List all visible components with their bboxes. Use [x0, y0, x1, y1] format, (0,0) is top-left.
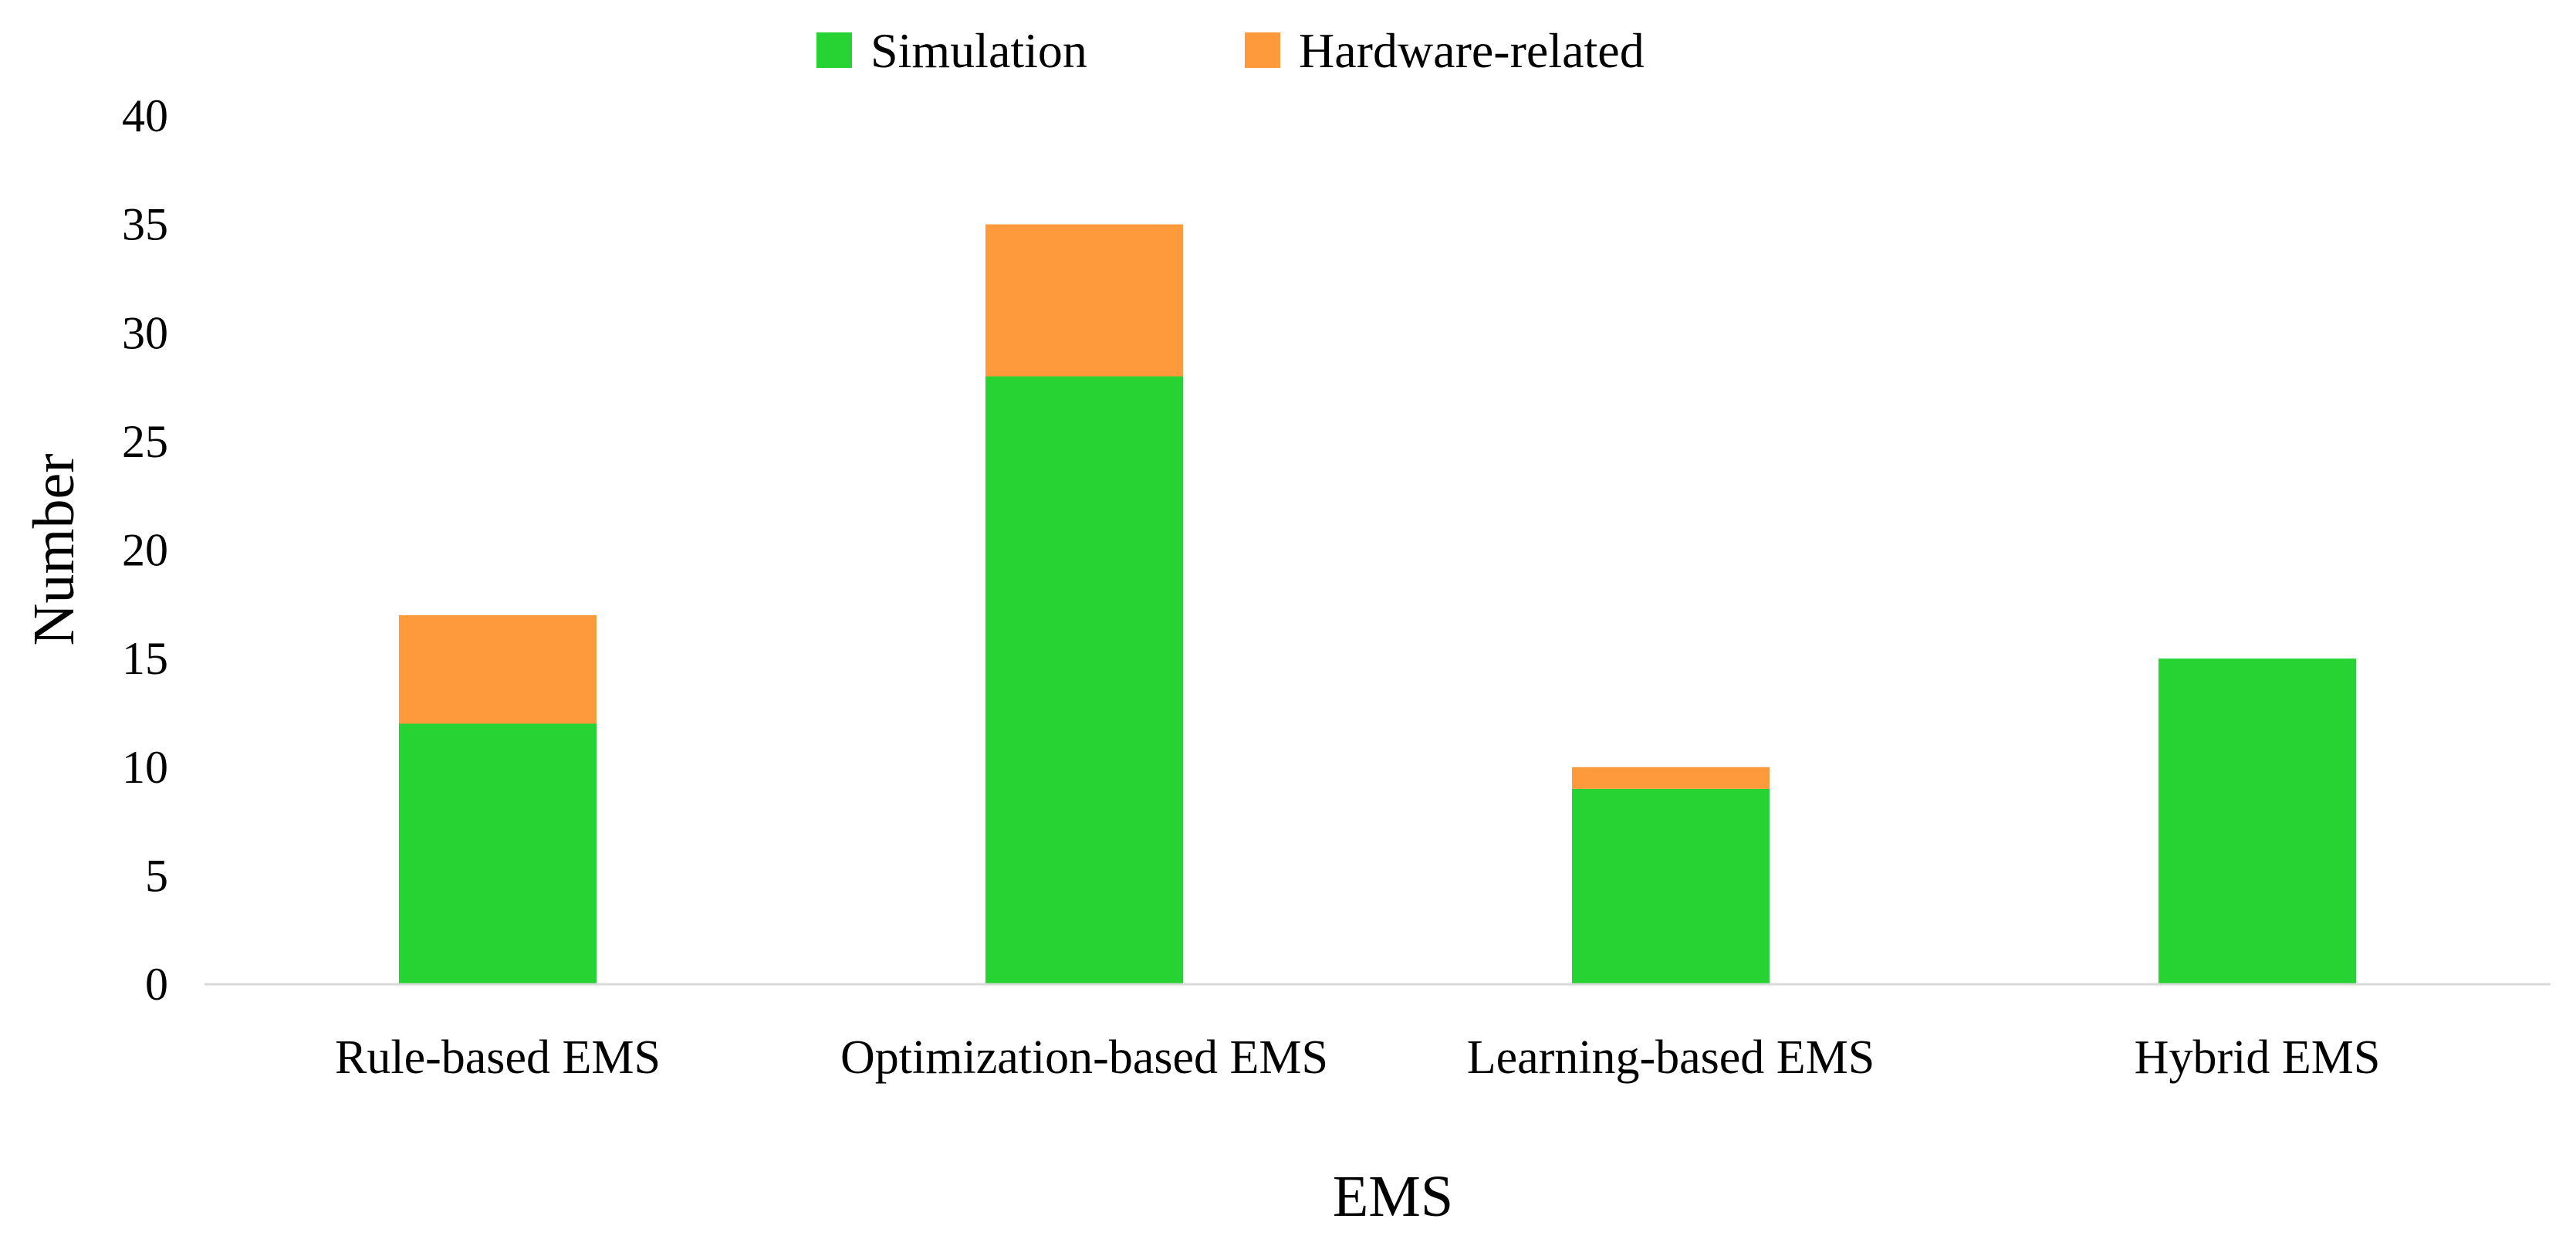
bar-hardware-related: [1572, 767, 1770, 789]
x-axis-title: EMS: [1333, 1164, 1453, 1229]
y-tick-label: 35: [122, 199, 168, 250]
bar-hardware-related: [985, 224, 1183, 377]
legend-swatch: [816, 32, 852, 68]
bars: [399, 224, 2356, 984]
bar-simulation: [2158, 658, 2356, 984]
x-tick-label: Optimization-based EMS: [840, 1031, 1328, 1084]
bar-simulation: [399, 723, 597, 984]
y-axis-title: Number: [22, 453, 86, 645]
legend-label: Simulation: [870, 23, 1087, 78]
legend-swatch: [1245, 32, 1280, 68]
x-axis: Rule-based EMS Optimization-based EMS Lear…: [335, 1031, 2380, 1084]
bar-simulation: [985, 376, 1183, 984]
y-tick-label: 0: [145, 959, 168, 1010]
y-tick-label: 25: [122, 416, 168, 467]
y-tick-label: 20: [122, 525, 168, 576]
y-tick-label: 40: [122, 90, 168, 141]
bar-hardware-related: [399, 614, 597, 724]
legend-label: Hardware-related: [1299, 23, 1645, 78]
y-tick-label: 30: [122, 307, 168, 358]
bar-simulation: [1572, 788, 1770, 984]
x-tick-label: Learning-based EMS: [1467, 1031, 1875, 1084]
y-tick-label: 10: [122, 742, 168, 793]
y-tick-label: 15: [122, 633, 168, 684]
x-tick-label: Hybrid EMS: [2135, 1031, 2381, 1084]
x-tick-label: Rule-based EMS: [335, 1031, 661, 1084]
y-tick-label: 5: [145, 850, 168, 901]
y-axis: 0 5 10 15 20 25 30 35 40: [122, 90, 168, 1010]
legend: Simulation Hardware-related: [816, 23, 1645, 78]
